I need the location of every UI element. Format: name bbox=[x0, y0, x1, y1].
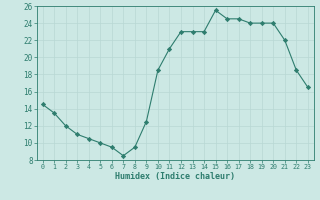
X-axis label: Humidex (Indice chaleur): Humidex (Indice chaleur) bbox=[115, 172, 235, 181]
